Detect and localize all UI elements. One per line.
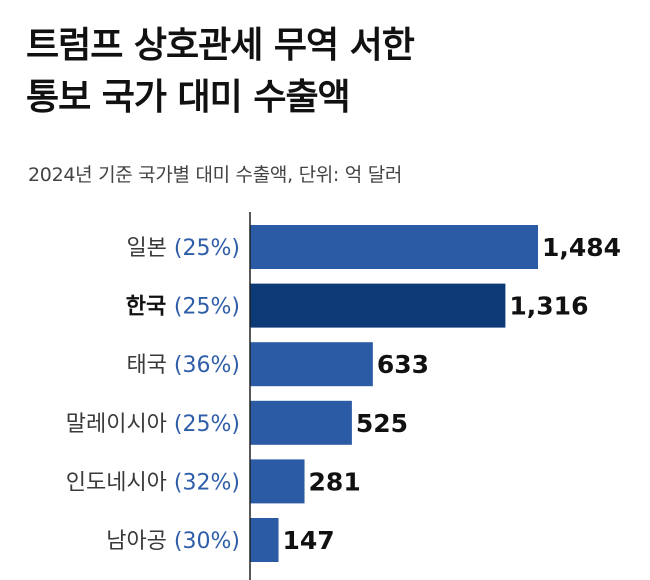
value-label-3: 525: [356, 409, 408, 438]
bar-0: [250, 225, 538, 269]
value-label-0: 1,484: [542, 233, 621, 262]
category-name-1: 한국: [126, 295, 174, 320]
category-label-0: 일본 (25%): [126, 236, 240, 261]
bar-3: [250, 400, 352, 445]
category-percent-0: (25%): [174, 236, 240, 261]
category-percent-5: (30%): [174, 529, 240, 554]
category-label-5: 남아공 (30%): [106, 529, 240, 554]
value-label-5: 147: [283, 526, 335, 555]
category-percent-2: (36%): [174, 353, 240, 378]
category-label-4: 인도네시아 (32%): [66, 470, 240, 495]
category-label-3: 말레이시아 (25%): [66, 412, 240, 437]
chart-title: 트럼프 상호관세 무역 서한 통보 국가 대미 수출액: [26, 20, 415, 124]
bar-2: [250, 342, 373, 387]
category-percent-1: (25%): [174, 295, 240, 320]
category-percent-3: (25%): [174, 412, 240, 437]
category-name-4: 인도네시아: [66, 470, 174, 495]
chart-subtitle: 2024년 기준 국가별 대미 수출액, 단위: 억 달러: [28, 164, 403, 186]
title-line-2: 통보 국가 대미 수출액: [26, 77, 351, 118]
category-label-2: 태국 (36%): [126, 353, 240, 378]
category-label-1: 한국 (25%): [126, 295, 240, 320]
value-label-1: 1,316: [509, 292, 588, 321]
category-name-2: 태국: [126, 353, 173, 378]
value-label-2: 633: [377, 350, 429, 379]
category-percent-4: (32%): [174, 470, 240, 495]
category-name-5: 남아공: [106, 529, 174, 554]
bar-4: [250, 459, 305, 504]
bar-1: [250, 283, 506, 328]
title-line-1: 트럼프 상호관세 무역 서한: [26, 25, 415, 66]
category-name-3: 말레이시아: [66, 412, 174, 437]
value-label-4: 281: [309, 467, 361, 496]
bar-5: [250, 518, 279, 562]
category-name-0: 일본: [126, 236, 173, 261]
